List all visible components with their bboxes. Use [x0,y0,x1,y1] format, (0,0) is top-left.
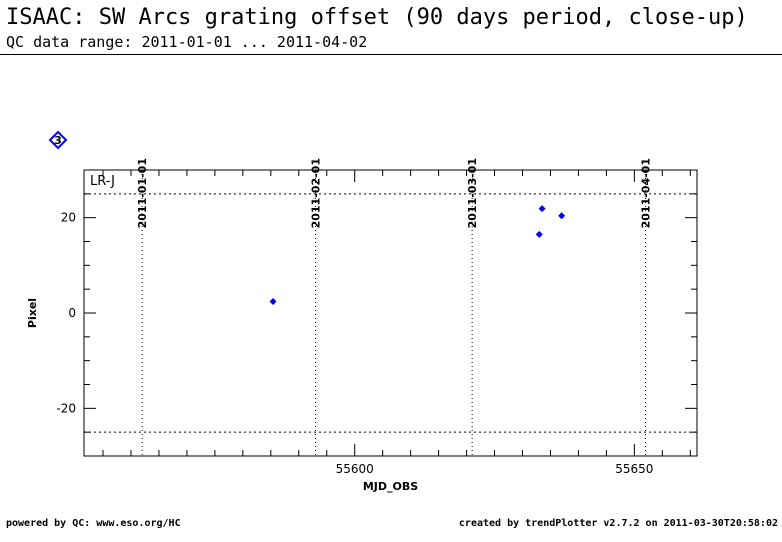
axis-ticks [84,169,697,457]
panel-label: LR-J [90,174,115,189]
date-marker-label: 2011-02-01 [310,158,323,228]
data-points [269,205,566,306]
data-point [535,230,543,238]
footer-created-by: created by trendPlotter v2.7.2 on 2011-0… [458,518,778,529]
date-marker-label: 2011-04-01 [640,158,653,228]
date-marker-label: 2011-03-01 [466,158,479,228]
x-tick-label: 55600 [336,462,374,476]
plot-frame [83,169,698,457]
y-tick-label: 0 [68,306,76,320]
data-point [269,298,277,306]
data-point [558,212,566,220]
badge-diamond-icon [48,130,68,150]
badge-count: 3 [54,134,62,147]
x-tick-label: 55650 [615,462,653,476]
date-markers: 2011-01-01 2011-02-01 2011-03-01 2011-04-01 [136,158,653,456]
page-title: ISAAC: SW Arcs grating offset (90 days p… [6,5,748,30]
footer-powered-by: powered by QC: www.eso.org/HC [6,518,181,529]
chart-gridlines [84,193,697,433]
y-tick-label: -20 [56,401,76,415]
y-axis-label: Pixel [26,298,39,328]
y-tick-label: 20 [61,211,76,225]
scatter-chart: 2011-01-01 2011-02-01 2011-03-01 2011-04-01… [26,130,698,493]
date-marker-label: 2011-01-01 [136,158,149,228]
data-point [538,205,546,213]
count-badge: 3 [48,130,68,150]
x-axis-label: MJD_OBS [363,480,418,493]
title-divider [0,54,782,55]
axis-tick-labels: 55600 55650 -20 0 20 [56,211,653,476]
data-range-subtitle: QC data range: 2011-01-01 ... 2011-04-02 [6,33,368,51]
